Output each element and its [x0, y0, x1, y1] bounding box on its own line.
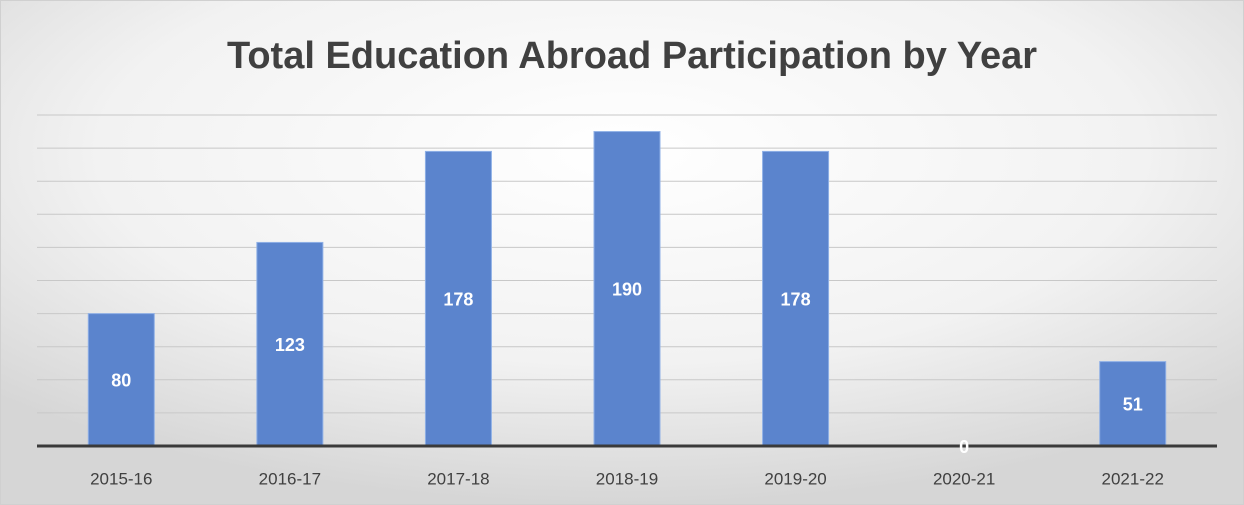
data-label: 123	[275, 335, 305, 355]
bar	[256, 241, 324, 447]
data-label: 80	[111, 371, 131, 391]
x-tick-label: 2018-19	[596, 469, 658, 488]
x-tick-label: 2020-21	[933, 469, 995, 488]
bar	[87, 313, 155, 447]
x-tick-label: 2015-16	[90, 469, 152, 488]
x-tick-label: 2019-20	[764, 469, 826, 488]
x-tick-label: 2021-22	[1102, 469, 1164, 488]
x-tick-label: 2016-17	[259, 469, 321, 488]
data-label: 51	[1123, 395, 1143, 415]
data-label: 0	[959, 437, 969, 457]
bar	[1099, 361, 1167, 447]
data-label: 178	[781, 289, 811, 309]
bar	[424, 150, 492, 447]
x-tick-label: 2017-18	[427, 469, 489, 488]
data-label: 190	[612, 280, 642, 300]
data-label: 178	[443, 289, 473, 309]
chart-title: Total Education Abroad Participation by …	[227, 35, 1037, 77]
bar	[762, 150, 830, 447]
bar	[593, 131, 661, 447]
